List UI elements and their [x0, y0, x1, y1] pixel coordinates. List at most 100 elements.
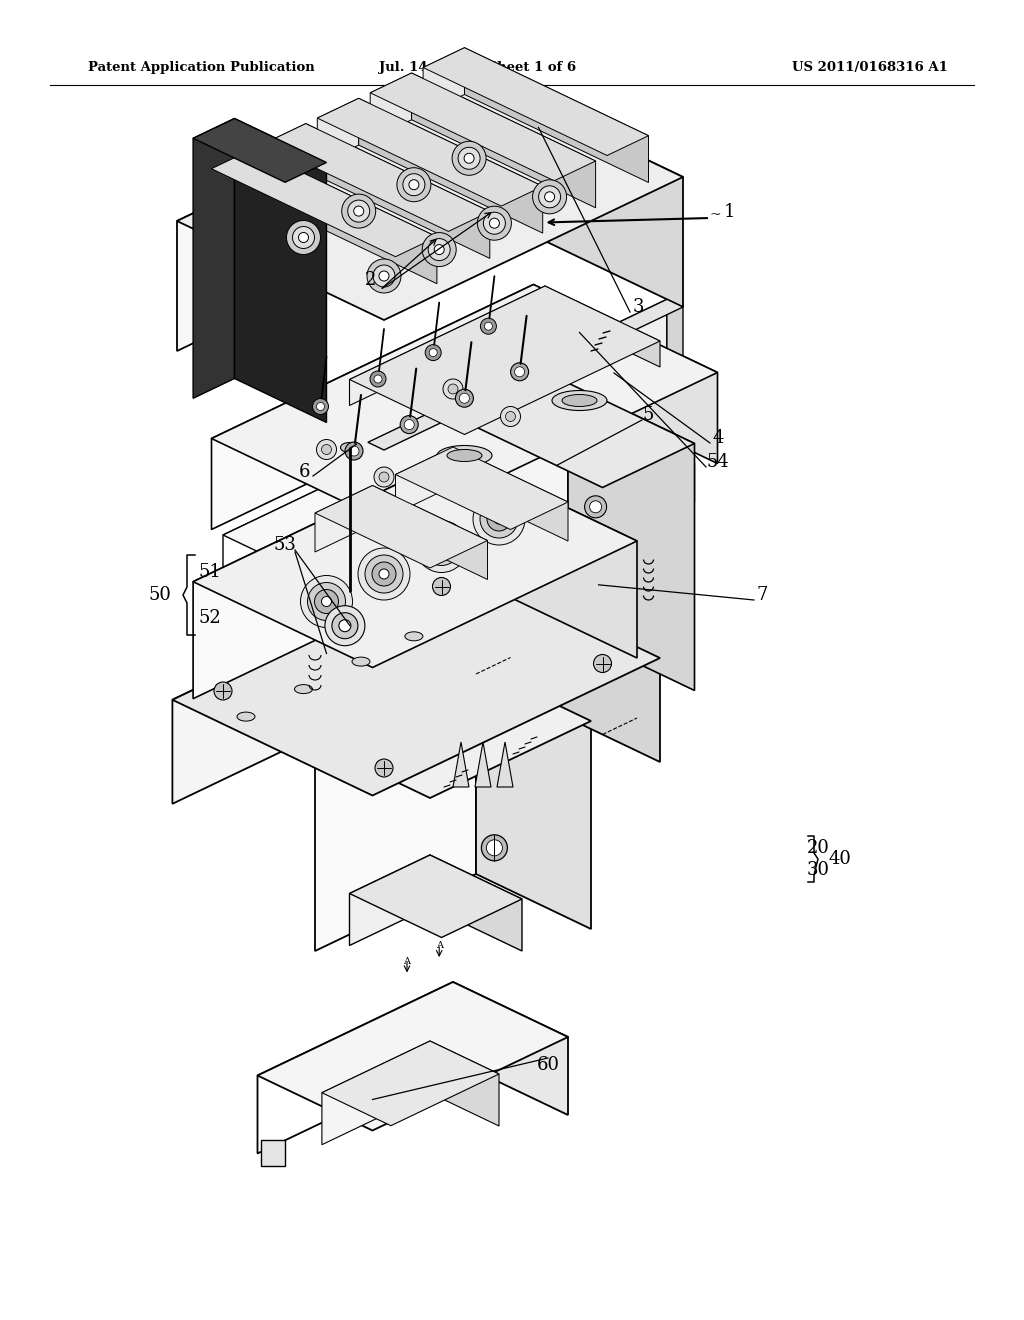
Polygon shape	[667, 300, 683, 385]
Circle shape	[477, 206, 511, 240]
Polygon shape	[172, 562, 460, 804]
Circle shape	[375, 759, 393, 777]
Polygon shape	[373, 486, 487, 579]
Polygon shape	[430, 855, 522, 950]
Polygon shape	[315, 667, 591, 799]
Polygon shape	[349, 286, 545, 405]
Circle shape	[332, 612, 358, 639]
Polygon shape	[534, 387, 694, 503]
Circle shape	[325, 606, 365, 645]
Circle shape	[594, 655, 611, 672]
Polygon shape	[315, 486, 373, 552]
Circle shape	[374, 375, 382, 383]
Circle shape	[404, 420, 414, 429]
Polygon shape	[368, 300, 667, 520]
Circle shape	[481, 834, 508, 861]
Circle shape	[214, 682, 232, 700]
Circle shape	[480, 500, 518, 539]
Circle shape	[342, 194, 376, 228]
Circle shape	[358, 548, 410, 601]
Polygon shape	[371, 73, 412, 140]
Polygon shape	[257, 982, 568, 1130]
Circle shape	[545, 191, 555, 202]
Circle shape	[539, 186, 560, 207]
Polygon shape	[465, 48, 648, 182]
Polygon shape	[223, 387, 694, 612]
Circle shape	[483, 213, 506, 234]
Polygon shape	[349, 855, 430, 945]
Circle shape	[506, 412, 515, 421]
Polygon shape	[212, 285, 718, 527]
Circle shape	[379, 473, 389, 482]
Circle shape	[374, 467, 394, 487]
Polygon shape	[430, 1041, 499, 1126]
Polygon shape	[422, 1063, 446, 1089]
Ellipse shape	[552, 391, 607, 411]
Polygon shape	[317, 98, 543, 206]
Polygon shape	[395, 447, 453, 513]
Text: 51: 51	[199, 564, 221, 581]
Polygon shape	[234, 119, 327, 422]
Circle shape	[345, 442, 362, 459]
Circle shape	[434, 244, 444, 255]
Polygon shape	[476, 383, 694, 487]
Circle shape	[322, 445, 332, 454]
Circle shape	[367, 259, 401, 293]
Circle shape	[425, 345, 441, 360]
Polygon shape	[349, 855, 522, 937]
Text: 4: 4	[713, 429, 724, 447]
Ellipse shape	[352, 657, 370, 667]
Text: A: A	[435, 941, 442, 950]
Polygon shape	[212, 149, 253, 215]
Circle shape	[287, 220, 321, 255]
Circle shape	[409, 180, 419, 190]
Circle shape	[339, 619, 351, 632]
Text: 1: 1	[724, 203, 736, 220]
Circle shape	[429, 535, 454, 558]
Circle shape	[453, 141, 486, 176]
Circle shape	[379, 271, 389, 281]
Circle shape	[487, 507, 511, 531]
Circle shape	[300, 576, 352, 627]
Text: 40: 40	[828, 850, 851, 869]
Polygon shape	[322, 1041, 499, 1126]
Polygon shape	[315, 667, 476, 950]
Circle shape	[494, 513, 504, 524]
Text: 20: 20	[807, 840, 829, 857]
Polygon shape	[194, 119, 234, 399]
Polygon shape	[261, 1140, 285, 1166]
Polygon shape	[194, 455, 637, 668]
Polygon shape	[264, 124, 306, 190]
Circle shape	[316, 440, 337, 459]
Ellipse shape	[341, 442, 358, 453]
Polygon shape	[177, 78, 476, 351]
Circle shape	[515, 367, 524, 376]
Circle shape	[460, 393, 469, 403]
Ellipse shape	[562, 395, 597, 407]
Polygon shape	[306, 124, 489, 259]
Circle shape	[416, 520, 468, 573]
Circle shape	[349, 446, 359, 455]
Polygon shape	[476, 383, 568, 675]
Text: US 2011/0168316 A1: US 2011/0168316 A1	[793, 62, 948, 74]
Circle shape	[316, 403, 325, 411]
Text: ~: ~	[710, 209, 721, 222]
Circle shape	[456, 389, 473, 407]
Polygon shape	[476, 667, 591, 929]
Polygon shape	[253, 149, 437, 284]
Ellipse shape	[437, 446, 492, 466]
Polygon shape	[264, 124, 489, 231]
Text: FIG. 1: FIG. 1	[365, 129, 496, 168]
Polygon shape	[412, 73, 596, 207]
Text: 53: 53	[273, 536, 296, 554]
Circle shape	[307, 582, 345, 620]
Polygon shape	[223, 387, 534, 574]
Text: Patent Application Publication: Patent Application Publication	[88, 62, 314, 74]
Polygon shape	[194, 119, 327, 182]
Polygon shape	[368, 300, 683, 450]
Circle shape	[449, 384, 458, 393]
Polygon shape	[177, 78, 683, 319]
Circle shape	[443, 379, 463, 399]
Circle shape	[486, 840, 503, 855]
Polygon shape	[458, 455, 637, 657]
